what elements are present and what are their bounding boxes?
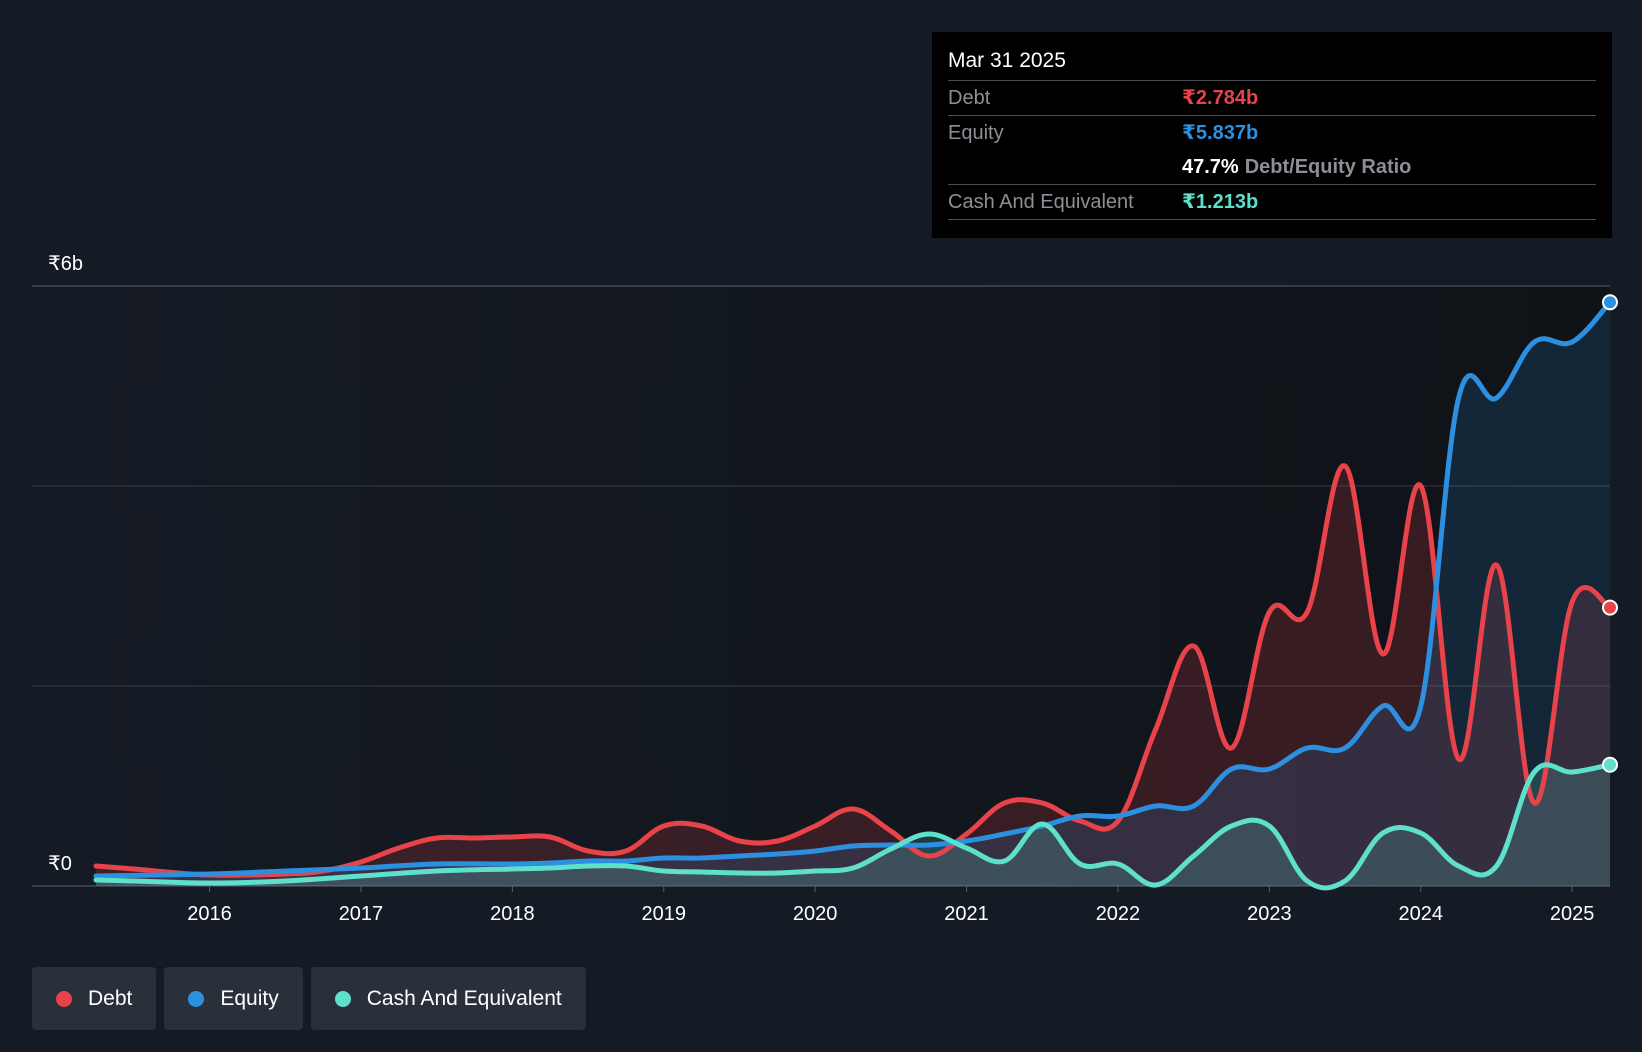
equity-line (93, 299, 1613, 879)
tooltip-cash-row: Cash And Equivalent ₹1.213b (948, 185, 1596, 220)
plot-background (32, 286, 1610, 886)
tooltip-ratio-row: 47.7% Debt/Equity Ratio (948, 150, 1596, 185)
y-axis-top-label: ₹6b (48, 253, 83, 275)
x-tick-label: 2019 (642, 903, 687, 925)
series-areas (96, 302, 1610, 888)
y-axis-bottom-label: ₹0 (48, 853, 72, 875)
x-tick-label: 2022 (1096, 903, 1141, 925)
legend-item-cash[interactable]: Cash And Equivalent (310, 967, 586, 1030)
x-tick-label: 2023 (1247, 903, 1292, 925)
x-tick-label: 2016 (187, 903, 232, 925)
x-axis-ticks: 2016 2017 2018 2019 2020 2021 2022 2023 2024 2025 (187, 886, 1594, 925)
x-tick-label: 2018 (490, 903, 535, 925)
legend: Debt Equity Cash And Equivalent (32, 967, 586, 1030)
tooltip-cash-value: ₹1.213b (1182, 191, 1259, 213)
tooltip-ratio-value: 47.7% (1182, 156, 1239, 178)
tooltip-debt-row: Debt ₹2.784b (948, 81, 1596, 116)
tooltip-equity-label: Equity (948, 122, 1004, 144)
grid-lines (32, 285, 1610, 887)
equity-end-marker[interactable] (1602, 294, 1618, 311)
legend-item-equity[interactable]: Equity (164, 967, 303, 1030)
end-markers (1602, 294, 1618, 773)
x-tick-label: 2025 (1550, 903, 1595, 925)
x-tick-label: 2021 (944, 903, 989, 925)
cash-end-marker[interactable] (1602, 756, 1618, 773)
tooltip-equity-row: Equity ₹5.837b (948, 116, 1596, 150)
equity-area (96, 302, 1610, 886)
equity-dot-icon (188, 990, 205, 1007)
tooltip-cash-label: Cash And Equivalent (948, 191, 1134, 213)
tooltip-date: Mar 31 2025 (948, 46, 1596, 81)
debt-line (93, 463, 1613, 878)
debt-area (96, 465, 1610, 886)
x-tick-label: 2017 (339, 903, 384, 925)
debt-end-marker[interactable] (1602, 599, 1618, 616)
tooltip-ratio-spacer (948, 150, 1182, 184)
tooltip-equity-value: ₹5.837b (1182, 122, 1259, 144)
x-tick-label: 2024 (1399, 903, 1444, 925)
tooltip-debt-value: ₹2.784b (1182, 87, 1259, 109)
cash-line (93, 762, 1613, 891)
tooltip-debt-label: Debt (948, 87, 991, 109)
x-tick-label: 2020 (793, 903, 838, 925)
series-lines (93, 299, 1613, 891)
legend-item-debt[interactable]: Debt (32, 967, 157, 1030)
cash-dot-icon (334, 990, 351, 1007)
legend-label-equity: Equity (220, 986, 279, 1010)
cash-area (96, 764, 1610, 888)
tooltip-ratio-label: Debt/Equity Ratio (1244, 156, 1412, 178)
tooltip: Mar 31 2025 Debt ₹2.784b Equity ₹5.837b … (932, 32, 1612, 238)
legend-label-debt: Debt (88, 986, 133, 1010)
debt-dot-icon (56, 990, 72, 1007)
legend-label-cash: Cash And Equivalent (366, 986, 562, 1010)
